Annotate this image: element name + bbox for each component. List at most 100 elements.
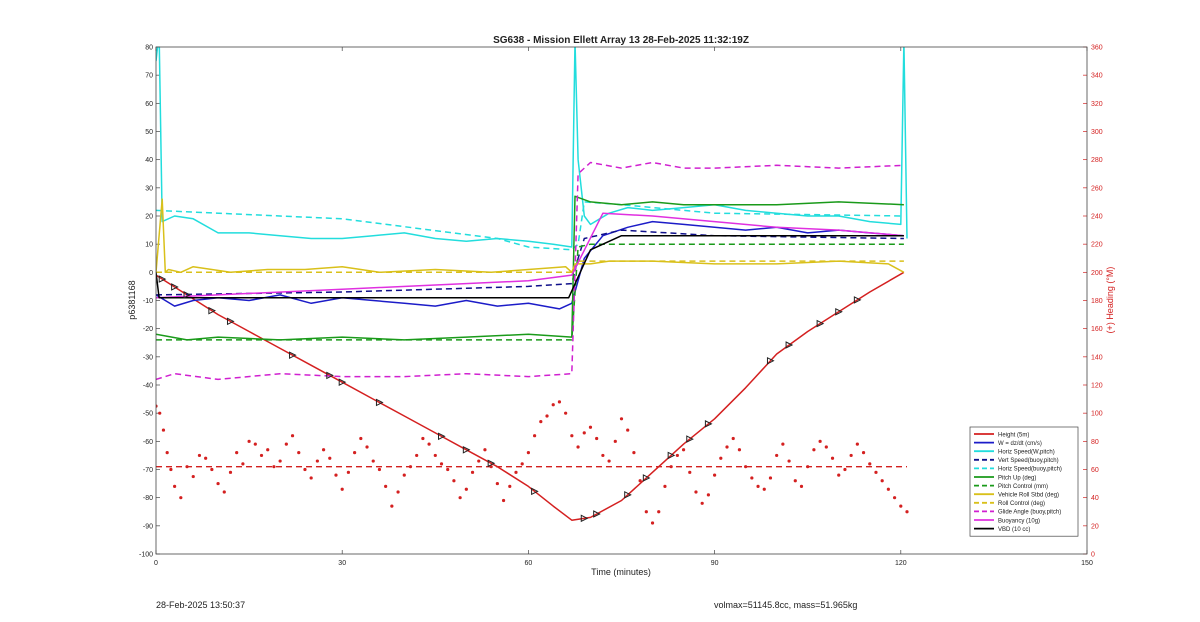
legend-label: Glide Angle (buoy,pitch)	[998, 510, 1061, 516]
heading-point	[253, 442, 257, 446]
y-tick-label: -50	[143, 411, 153, 418]
y-tick-label: -10	[143, 298, 153, 305]
y-tick-label: -80	[143, 495, 153, 502]
heading-point	[799, 484, 804, 488]
y-tick-label: -30	[143, 354, 153, 361]
heading-point	[607, 459, 611, 463]
dive-markers	[158, 275, 862, 523]
y2-tick-label: 140	[1091, 354, 1103, 361]
heading-point	[681, 448, 686, 452]
legend-label: Horiz Speed(buoy,pitch)	[998, 467, 1062, 473]
legend-label: W = dz/dt (cm/s)	[998, 441, 1042, 447]
heading-point	[793, 479, 797, 483]
heading-point	[377, 467, 382, 472]
heading-point	[899, 504, 903, 508]
heading-point	[706, 493, 710, 497]
dive-marker	[438, 432, 446, 441]
heading-point	[353, 451, 357, 455]
heading-point	[408, 465, 413, 469]
series-line-6	[156, 243, 904, 341]
y-tick-label: -70	[143, 467, 153, 474]
dive-marker	[171, 283, 179, 291]
heading-point	[601, 453, 605, 458]
heading-point	[688, 470, 692, 474]
heading-point	[557, 400, 562, 404]
heading-point	[173, 484, 177, 488]
footer-stats: volmax=51145.8cc, mass=51.965kg	[714, 600, 858, 610]
dive-marker	[375, 398, 384, 407]
heading-point	[762, 487, 766, 491]
y-axis-label: p6381168	[127, 280, 137, 319]
heading-point	[886, 487, 890, 491]
legend-label: Pitch Up (deg)	[998, 475, 1036, 481]
dive-marker	[593, 510, 601, 518]
y2-tick-label: 80	[1091, 439, 1099, 446]
heading-point	[576, 445, 580, 449]
x-tick-label: 150	[1081, 560, 1093, 567]
heading-point	[390, 504, 394, 508]
y-tick-label: 20	[145, 214, 153, 221]
dive-marker	[289, 351, 297, 359]
y2-tick-label: 0	[1091, 552, 1095, 559]
heading-point	[750, 476, 754, 480]
heading-point	[775, 453, 779, 458]
heading-point	[446, 467, 450, 472]
heading-point	[663, 484, 667, 488]
heading-point	[806, 465, 810, 469]
heading-point	[464, 487, 468, 491]
dive-marker	[766, 356, 775, 365]
series-line-5	[156, 195, 904, 341]
heading-point	[396, 490, 400, 494]
legend-label: Pitch Control (mm)	[998, 484, 1048, 490]
chart-title: SG638 - Mission Ellett Array 13 28-Feb-2…	[493, 35, 749, 46]
heading-point	[197, 453, 202, 458]
heading-point	[346, 470, 351, 474]
y2-tick-label: 340	[1091, 73, 1103, 80]
heading-point	[837, 473, 841, 477]
heading-point	[315, 459, 319, 463]
heading-point	[495, 481, 499, 486]
series-line-9	[156, 161, 904, 381]
dive-marker	[835, 307, 843, 316]
heading-point	[421, 436, 425, 441]
heading-point	[669, 465, 673, 469]
heading-point	[452, 479, 456, 483]
heading-point	[632, 451, 636, 455]
heading-point	[768, 476, 773, 480]
legend-label: Horiz Speed(W,pitch)	[998, 450, 1055, 456]
y-tick-label: 70	[145, 73, 153, 80]
dive-marker	[785, 341, 794, 349]
dive-marker	[667, 451, 676, 460]
heading-point	[551, 403, 555, 407]
heading-point	[371, 459, 375, 463]
dive-marker	[462, 445, 471, 454]
dive-marker	[624, 491, 632, 499]
heading-point	[489, 465, 493, 469]
heading-point	[158, 411, 162, 415]
heading-point	[514, 470, 518, 474]
y2-tick-label: 100	[1091, 411, 1103, 418]
legend-label: Vehicle Roll Stbd (deg)	[998, 493, 1059, 499]
legend-box	[969, 426, 1079, 537]
dive-marker	[816, 319, 825, 328]
y-tick-label: 0	[149, 270, 153, 277]
heading-point	[855, 442, 859, 446]
heading-point	[259, 453, 264, 458]
heading-point	[526, 451, 531, 455]
heading-point	[272, 465, 276, 469]
y2-tick-label: 180	[1091, 298, 1103, 305]
axis-ticks: 0 30 60 90 120 150-100-90-80-70-60-50-40-30-2…	[139, 45, 1103, 568]
y-tick-label: 60	[145, 101, 153, 108]
series-line-3	[156, 229, 904, 296]
x-tick-label: 120	[895, 560, 907, 567]
heading-point	[228, 470, 233, 474]
heading-point	[297, 451, 301, 455]
heading-point	[402, 473, 406, 477]
y2-tick-label: 40	[1091, 495, 1099, 502]
heading-point	[868, 462, 872, 466]
y-tick-label: 80	[145, 45, 153, 52]
heading-point	[700, 501, 704, 505]
series-lines	[156, 47, 908, 521]
heading-point	[191, 474, 195, 479]
heading-point	[284, 442, 288, 446]
